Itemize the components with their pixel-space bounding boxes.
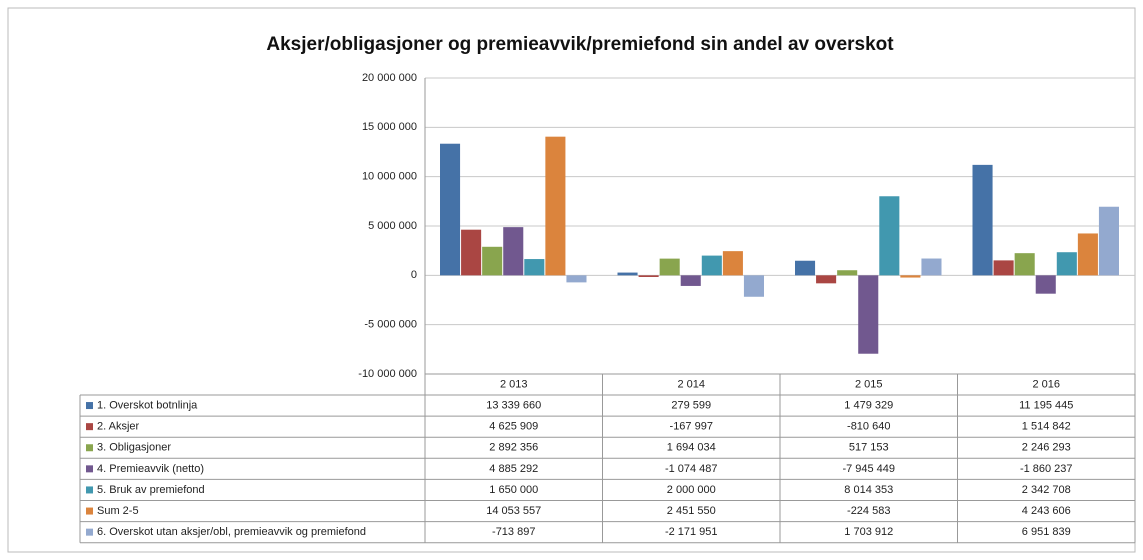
y-tick-label: 0 — [411, 269, 417, 281]
data-table-cell: 2 246 293 — [1022, 442, 1071, 454]
data-table-cell: 11 195 445 — [1019, 399, 1073, 411]
legend-label: 4. Premieavvik (netto) — [97, 463, 204, 475]
x-tick-label: 2 014 — [677, 378, 705, 390]
bar — [879, 196, 900, 276]
bar — [743, 275, 764, 297]
bar — [482, 246, 503, 276]
data-table-cell: 517 153 — [849, 442, 889, 454]
bar — [524, 259, 545, 276]
bar — [545, 136, 566, 276]
data-table-cell: 1 703 912 — [844, 526, 893, 538]
data-table-cell: -713 897 — [492, 526, 535, 538]
bar — [816, 275, 837, 284]
data-table-cell: 14 053 557 — [486, 505, 541, 517]
legend-key — [86, 444, 93, 452]
data-table-cell: 4 243 606 — [1022, 505, 1071, 517]
legend-key — [86, 423, 93, 431]
bar — [680, 275, 701, 286]
bar — [858, 275, 879, 354]
legend-key — [86, 402, 93, 410]
bar — [1035, 275, 1056, 294]
legend-label: 1. Overskot botnlinja — [97, 399, 198, 411]
y-tick-label: 15 000 000 — [362, 121, 417, 133]
data-table-cell: 1 479 329 — [844, 399, 893, 411]
bar — [461, 229, 482, 276]
data-table-cell: -1 074 487 — [665, 463, 718, 475]
data-table-cell: 4 885 292 — [489, 463, 538, 475]
bar — [900, 275, 921, 278]
bar — [617, 272, 638, 276]
bar — [972, 164, 993, 276]
data-table-cell: 2 000 000 — [667, 484, 716, 496]
y-tick-label: -5 000 000 — [364, 319, 417, 331]
data-table-cell: -167 997 — [670, 421, 713, 433]
bar — [701, 255, 722, 276]
data-table-cell: 2 892 356 — [489, 442, 538, 454]
bar — [638, 275, 659, 277]
data-table-cell: -7 945 449 — [842, 463, 895, 475]
bar — [1098, 206, 1119, 276]
bar — [993, 260, 1014, 276]
bar — [503, 227, 524, 276]
y-tick-label: 10 000 000 — [362, 171, 417, 183]
legend-key — [86, 528, 93, 536]
legend-label: 2. Aksjer — [97, 421, 140, 433]
data-table-cell: 4 625 909 — [489, 421, 538, 433]
legend-key — [86, 486, 93, 494]
bar — [440, 143, 461, 276]
legend-label: 3. Obligasjoner — [97, 442, 171, 454]
bar — [921, 258, 942, 276]
chart-title: Aksjer/obligasjoner og premieavvik/premi… — [266, 34, 894, 55]
data-table-cell: 1 694 034 — [667, 442, 716, 454]
legend-key — [86, 465, 93, 473]
x-tick-label: 2 013 — [500, 378, 528, 390]
data-table-cell: 1 514 842 — [1022, 421, 1071, 433]
data-table-cell: 279 599 — [671, 399, 711, 411]
x-tick-label: 2 016 — [1032, 378, 1060, 390]
data-table-cell: 2 342 708 — [1022, 484, 1071, 496]
y-tick-label: -10 000 000 — [358, 368, 417, 380]
data-table-cell: -224 583 — [847, 505, 890, 517]
bar — [1077, 233, 1098, 276]
data-table-cell: -1 860 237 — [1020, 463, 1073, 475]
legend-label: 6. Overskot utan aksjer/obl, premieavvik… — [97, 526, 366, 538]
data-table-cell: -810 640 — [847, 421, 890, 433]
data-table-cell: 1 650 000 — [489, 484, 538, 496]
y-tick-label: 5 000 000 — [368, 220, 417, 232]
x-tick-label: 2 015 — [855, 378, 883, 390]
data-table-cell: 8 014 353 — [844, 484, 893, 496]
bar — [659, 258, 680, 276]
data-table-cell: 13 339 660 — [486, 399, 541, 411]
bar — [566, 275, 587, 283]
bar — [722, 251, 743, 276]
bar — [1014, 253, 1035, 276]
data-table-cell: -2 171 951 — [665, 526, 718, 538]
data-table-cell: 6 951 839 — [1022, 526, 1071, 538]
data-table-cell: 2 451 550 — [667, 505, 716, 517]
legend-key — [86, 507, 93, 515]
bar — [795, 260, 816, 276]
bar — [837, 270, 858, 276]
y-tick-label: 20 000 000 — [362, 72, 417, 84]
legend-label: Sum 2-5 — [97, 505, 139, 517]
bar — [1056, 252, 1077, 276]
legend-label: 5. Bruk av premiefond — [97, 484, 205, 496]
